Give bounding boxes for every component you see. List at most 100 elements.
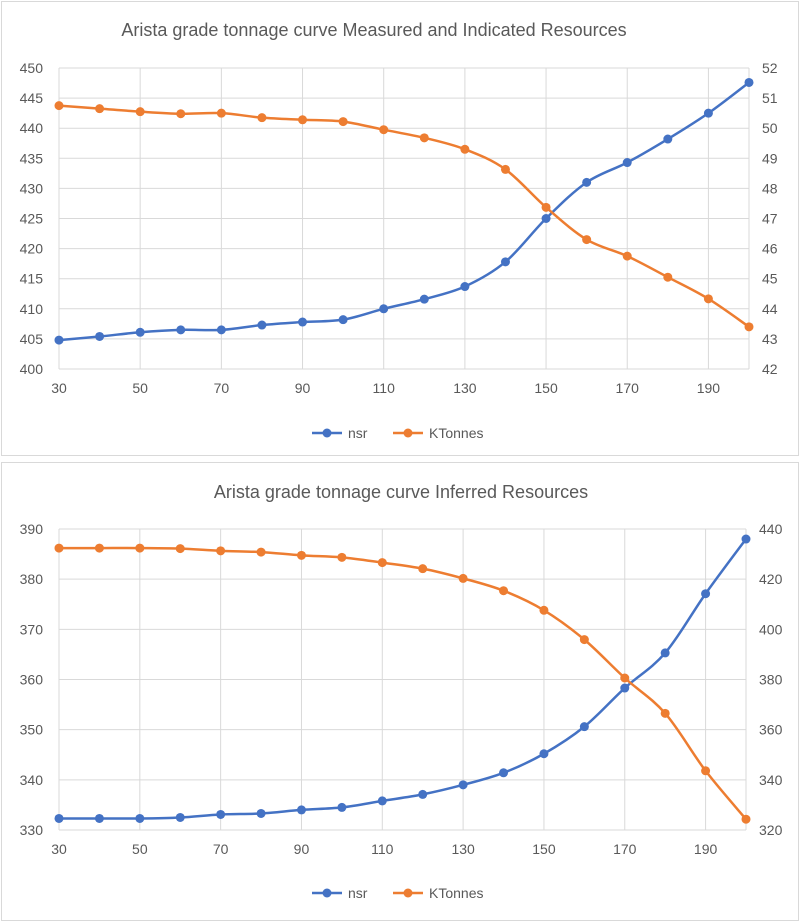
y-left-tick-label: 390: [20, 521, 44, 537]
x-tick-label: 130: [451, 841, 475, 857]
y-right-tick-label: 49: [762, 150, 778, 166]
y-right-tick-label: 320: [759, 822, 783, 838]
data-point-nsr: [663, 134, 673, 144]
data-point-ktonnes: [175, 544, 185, 554]
data-point-nsr: [458, 780, 468, 790]
x-tick-label: 90: [294, 841, 310, 857]
data-point-nsr: [741, 534, 751, 544]
y-right-tick-label: 51: [762, 90, 778, 106]
x-tick-label: 170: [613, 841, 637, 857]
y-right-tick-label: 340: [759, 772, 783, 788]
data-point-ktonnes: [216, 546, 226, 556]
legend-marker-ktonnes: [403, 428, 413, 438]
x-tick-label: 110: [373, 380, 396, 396]
x-tick-label: 190: [694, 841, 718, 857]
y-right-tick-label: 50: [762, 120, 778, 136]
x-tick-label: 110: [371, 841, 394, 857]
data-point-ktonnes: [663, 272, 673, 282]
data-point-ktonnes: [460, 144, 470, 154]
data-point-ktonnes: [660, 708, 670, 718]
data-point-nsr: [298, 317, 308, 327]
series-line-ktonnes: [58, 546, 747, 821]
data-point-ktonnes: [337, 552, 347, 562]
data-point-nsr: [703, 108, 713, 118]
legend-label-nsr: nsr: [348, 885, 368, 901]
x-tick-label: 150: [532, 841, 556, 857]
data-point-nsr: [257, 320, 267, 330]
data-point-nsr: [460, 282, 470, 292]
y-left-tick-label: 435: [20, 150, 44, 166]
x-tick-label: 70: [213, 841, 229, 857]
y-left-tick-label: 440: [20, 120, 44, 136]
data-point-nsr: [135, 327, 145, 337]
y-left-tick-label: 450: [20, 60, 44, 76]
chart-panel-measured-indicated: Arista grade tonnage curve Measured and …: [1, 1, 799, 456]
data-point-ktonnes: [499, 586, 509, 596]
chart-measured-indicated: Arista grade tonnage curve Measured and …: [20, 20, 778, 441]
data-point-ktonnes: [176, 109, 186, 119]
series-line-nsr: [59, 538, 748, 820]
x-tick-label: 30: [51, 380, 67, 396]
y-right-tick-label: 52: [762, 60, 778, 76]
chart-title: Arista grade tonnage curve Measured and …: [121, 20, 626, 40]
data-point-nsr: [135, 813, 145, 823]
legend-marker-ktonnes: [403, 888, 413, 898]
series-line-nsr: [58, 81, 750, 342]
data-point-ktonnes: [95, 104, 105, 114]
y-right-tick-label: 400: [759, 621, 783, 637]
data-point-ktonnes: [500, 164, 510, 174]
data-point-ktonnes: [296, 550, 306, 560]
chart-inferred: Arista grade tonnage curve Inferred Reso…: [20, 482, 783, 901]
data-point-ktonnes: [744, 322, 754, 332]
y-right-tick-label: 360: [759, 722, 783, 738]
data-point-ktonnes: [701, 766, 711, 776]
data-point-ktonnes: [419, 133, 429, 143]
data-point-ktonnes: [135, 543, 145, 553]
data-point-nsr: [379, 304, 389, 314]
y-left-tick-label: 340: [20, 772, 44, 788]
data-point-nsr: [338, 315, 348, 325]
data-point-ktonnes: [377, 558, 387, 568]
y-right-tick-label: 45: [762, 271, 778, 287]
y-left-tick-label: 430: [20, 180, 44, 196]
y-left-tick-label: 445: [20, 90, 44, 106]
data-point-nsr: [499, 768, 509, 778]
x-tick-label: 30: [51, 841, 67, 857]
y-right-tick-label: 47: [762, 211, 778, 227]
x-tick-label: 50: [132, 841, 148, 857]
x-tick-label: 150: [534, 380, 558, 396]
data-point-nsr: [539, 749, 549, 759]
y-right-tick-label: 43: [762, 331, 778, 347]
y-left-tick-label: 420: [20, 241, 44, 257]
data-point-ktonnes: [703, 294, 713, 304]
y-left-tick-label: 360: [20, 672, 44, 688]
data-point-nsr: [54, 335, 64, 345]
data-point-ktonnes: [379, 125, 389, 135]
data-point-nsr: [660, 648, 670, 658]
y-left-tick-label: 400: [20, 361, 44, 377]
y-left-tick-label: 405: [20, 331, 44, 347]
chart-title: Arista grade tonnage curve Inferred Reso…: [214, 482, 588, 502]
data-point-ktonnes: [54, 101, 64, 111]
x-tick-label: 130: [453, 380, 477, 396]
x-tick-label: 190: [697, 380, 721, 396]
data-point-nsr: [216, 809, 226, 819]
series-line-ktonnes: [58, 104, 750, 328]
data-point-nsr: [418, 789, 428, 799]
y-left-tick-label: 415: [20, 271, 44, 287]
data-point-ktonnes: [620, 673, 630, 683]
data-point-ktonnes: [539, 605, 549, 615]
data-point-nsr: [94, 813, 104, 823]
data-point-nsr: [419, 294, 429, 304]
y-right-tick-label: 440: [759, 521, 783, 537]
data-point-nsr: [95, 331, 105, 341]
y-right-tick-label: 420: [759, 571, 783, 587]
data-point-nsr: [500, 257, 510, 267]
legend-marker-nsr: [322, 888, 332, 898]
x-tick-label: 170: [616, 380, 640, 396]
y-left-tick-label: 410: [20, 301, 44, 317]
legend-label-nsr: nsr: [348, 425, 368, 441]
legend-marker-nsr: [322, 428, 332, 438]
data-point-nsr: [175, 812, 185, 822]
legend-label-ktonnes: KTonnes: [429, 885, 483, 901]
